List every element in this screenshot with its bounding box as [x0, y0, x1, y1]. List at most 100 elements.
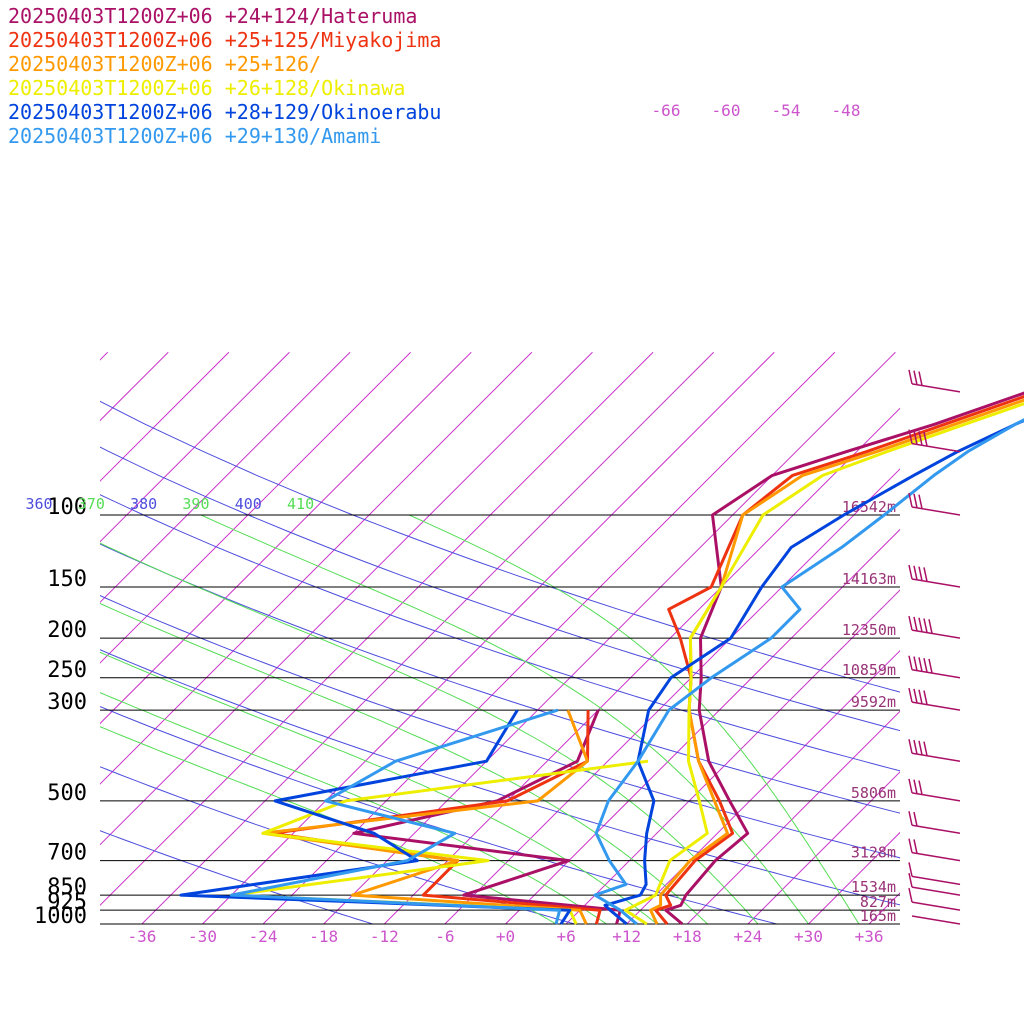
wind-barb-tick [918, 617, 923, 632]
top-isotherm-label: -60 [712, 101, 741, 120]
wind-barb-tick [908, 838, 913, 853]
top-isotherm-label: -48 [832, 101, 861, 120]
height-label: 12350m [842, 621, 896, 639]
temperature-tick-label: +6 [556, 927, 575, 946]
temperature-tick-label: +30 [794, 927, 823, 946]
wind-barb-tick [918, 740, 923, 755]
pressure-label-100: 100 [47, 495, 87, 520]
wind-barb-tick [908, 872, 913, 888]
temperature-tick-label: -6 [435, 927, 454, 946]
height-label: 5806m [851, 784, 896, 802]
wind-barbs [908, 369, 961, 925]
isotherm-line [0, 352, 47, 924]
height-label: 827m [860, 893, 896, 911]
wind-barb [908, 887, 961, 911]
wind-barb-shaft [911, 442, 961, 453]
temperature-line-5 [593, 418, 1024, 926]
temperature-tick-labels: -36 -30 -24 -18 -12 -6 +0 +6 +12 +18 +24 +30 +36 [127, 927, 883, 946]
pressure-label-850: 850 [47, 875, 87, 900]
wind-barb-tick [923, 690, 928, 705]
legend-item: 20250403T1200Z+06 +25+126/ [8, 52, 322, 76]
wind-barb-tick [908, 492, 913, 508]
wind-barb [908, 564, 961, 588]
wind-barb-shaft [911, 578, 961, 588]
theta-labels: 320330340350360370380390400410 [0, 495, 314, 513]
isotherm-line [626, 649, 900, 924]
wind-barb [908, 687, 961, 711]
wind-barb-shaft [911, 752, 961, 762]
dry-adiabat-line [100, 543, 900, 814]
wind-barb [908, 655, 961, 679]
top-isotherm-labels: -66 -60 -54 -48 [652, 101, 861, 120]
wind-barb-shaft [911, 383, 961, 393]
height-label: 165m [860, 907, 896, 925]
dewpoint-line-0 [352, 709, 622, 925]
pressure-label-200: 200 [47, 618, 87, 643]
wind-barb-tick [913, 688, 918, 704]
wind-barb-tick [918, 371, 923, 386]
wind-barb-tick [908, 369, 913, 385]
wind-barb-tick [923, 741, 928, 756]
temperature-tick-label: +12 [612, 927, 641, 946]
theta-label: 380 [130, 495, 157, 513]
temperature-tick-label: -36 [127, 927, 156, 946]
wind-barb-tick [913, 370, 918, 385]
temperature-tick-label: +18 [673, 927, 702, 946]
pressure-label-300: 300 [47, 690, 87, 715]
wind-barb [908, 492, 961, 516]
wind-barb-tick [913, 616, 918, 632]
wind-barb-tick [918, 689, 923, 704]
wind-barb [908, 838, 961, 862]
top-isotherm-label: -54 [772, 101, 801, 120]
legend-item: 20250403T1200Z+06 +25+125/Miyakojima [8, 28, 442, 52]
height-label: 9592m [851, 693, 896, 711]
wind-barb [908, 862, 961, 886]
dry-adiabat-line [100, 494, 900, 772]
pressure-label-500: 500 [47, 781, 87, 806]
wind-barb-tick [913, 811, 918, 827]
pressure-label-150: 150 [47, 567, 87, 592]
theta-label: 370 [78, 495, 105, 513]
temperature-line-3 [623, 402, 1024, 926]
wind-barb [908, 429, 961, 453]
temperature-tick-label: +0 [496, 927, 515, 946]
isotherm-line [100, 351, 351, 604]
dewpoint-line-5 [229, 708, 562, 925]
legend-item: 20250403T1200Z+06 +29+130/Amami [8, 124, 382, 148]
dry-adiabat-line [100, 595, 900, 859]
moist-adiabat-line [100, 602, 708, 924]
wind-barb-tick [908, 615, 913, 631]
moist-adiabat-line [100, 726, 557, 924]
temperature-tick-label: -12 [370, 927, 399, 946]
theta-label: 410 [287, 495, 314, 513]
wind-barb-tick [918, 494, 923, 509]
wind-barb-tick [908, 687, 913, 703]
wind-barb-tick [923, 567, 928, 582]
wind-barb-shaft [911, 875, 961, 886]
dry-adiabat-line [100, 649, 900, 906]
wind-barb-shaft [911, 792, 961, 802]
legend-item: 20250403T1200Z+06 +26+128/Okinawa [8, 76, 406, 100]
theta-label: 360 [25, 495, 52, 513]
wind-barb-shaft [911, 915, 961, 925]
wind-barb-tick [918, 657, 923, 672]
wind-barb-tick [908, 739, 913, 754]
wind-barb-tick [913, 656, 918, 671]
wind-barb-tick [923, 431, 928, 447]
temperature-tick-label: +24 [733, 927, 762, 946]
wind-barb-tick [913, 430, 918, 445]
wind-barb-tick [908, 811, 913, 826]
wind-barb-tick [913, 839, 918, 854]
sounding-series [179, 391, 1024, 926]
legend-item: 20250403T1200Z+06 +24+124/Hateruma [8, 4, 418, 28]
dry-adiabat-line [100, 446, 900, 732]
wind-barb-tick [908, 655, 913, 670]
pressure-lines [100, 514, 900, 925]
wind-barb-tick [928, 658, 933, 674]
height-label: 16542m [842, 498, 896, 516]
temperature-tick-label: +36 [855, 927, 884, 946]
wind-barb [908, 739, 961, 762]
temperature-tick-label: -24 [249, 927, 278, 946]
wind-barb-tick [928, 619, 933, 634]
